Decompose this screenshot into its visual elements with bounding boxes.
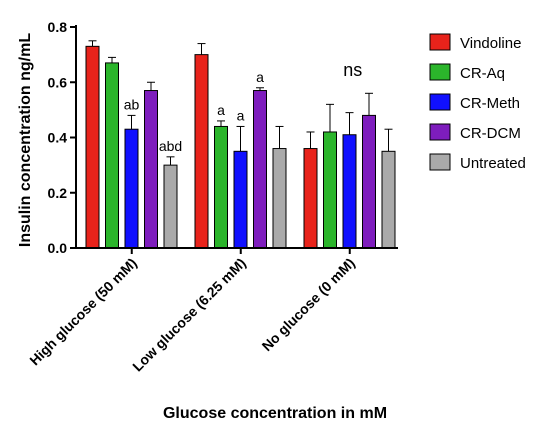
significance-label: a bbox=[256, 69, 264, 85]
significance-label: a bbox=[217, 102, 225, 118]
bar-cr-dcm-2 bbox=[362, 114, 376, 249]
y-axis-title: Insulin concentration ng/mL bbox=[17, 33, 34, 247]
bar-untreated-0 bbox=[163, 164, 178, 249]
bar-cr-aq-1 bbox=[214, 125, 228, 249]
x-tick-label: No glucose (0 mM) bbox=[259, 255, 358, 354]
group-annotation: ns bbox=[343, 60, 362, 80]
bar-untreated-2 bbox=[381, 150, 396, 249]
bar-cr-aq-2 bbox=[323, 131, 337, 249]
legend-label: CR-DCM bbox=[460, 125, 521, 142]
significance-label: abd bbox=[159, 138, 182, 154]
legend-swatch bbox=[429, 93, 451, 111]
bar-vindoline-1 bbox=[194, 54, 209, 249]
legend: Vindoline CR-Aq CR-Meth CR-DCM Untreated bbox=[429, 33, 526, 172]
axes: 0.0 0.2 0.4 0.6 0.8 High glucose (50 mM)Low g… bbox=[26, 19, 398, 374]
bar-cr-meth-2 bbox=[342, 134, 357, 249]
significance-label: ab bbox=[124, 96, 140, 112]
bar-cr-meth-0 bbox=[124, 128, 139, 249]
x-tick-label: Low glucose (6.25 mM) bbox=[129, 255, 249, 375]
bar-cr-aq-0 bbox=[105, 62, 119, 249]
legend-swatch bbox=[429, 123, 451, 141]
bar-untreated-1 bbox=[272, 148, 287, 249]
bar-cr-dcm-1 bbox=[253, 90, 267, 249]
y-tick-label: 0.4 bbox=[48, 130, 68, 146]
x-axis-title: Glucose concentration in mM bbox=[163, 405, 387, 422]
legend-label: Vindoline bbox=[460, 35, 521, 52]
legend-swatch bbox=[429, 153, 451, 171]
legend-label: CR-Meth bbox=[460, 95, 520, 112]
significance-label: a bbox=[237, 107, 245, 123]
y-tick-label: 0.2 bbox=[48, 185, 68, 201]
legend-label: Untreated bbox=[460, 155, 526, 172]
y-tick-label: 0.0 bbox=[48, 240, 68, 256]
x-tick-label: High glucose (50 mM) bbox=[26, 255, 140, 369]
legend-swatch bbox=[429, 33, 451, 51]
y-tick-label: 0.6 bbox=[48, 74, 68, 90]
bar-cr-dcm-0 bbox=[144, 90, 158, 249]
legend-label: CR-Aq bbox=[460, 65, 505, 82]
bar-cr-meth-1 bbox=[233, 150, 248, 249]
y-tick-label: 0.8 bbox=[48, 19, 68, 35]
bar-vindoline-0 bbox=[85, 45, 100, 249]
bar-vindoline-2 bbox=[303, 148, 318, 249]
legend-swatch bbox=[429, 63, 451, 81]
